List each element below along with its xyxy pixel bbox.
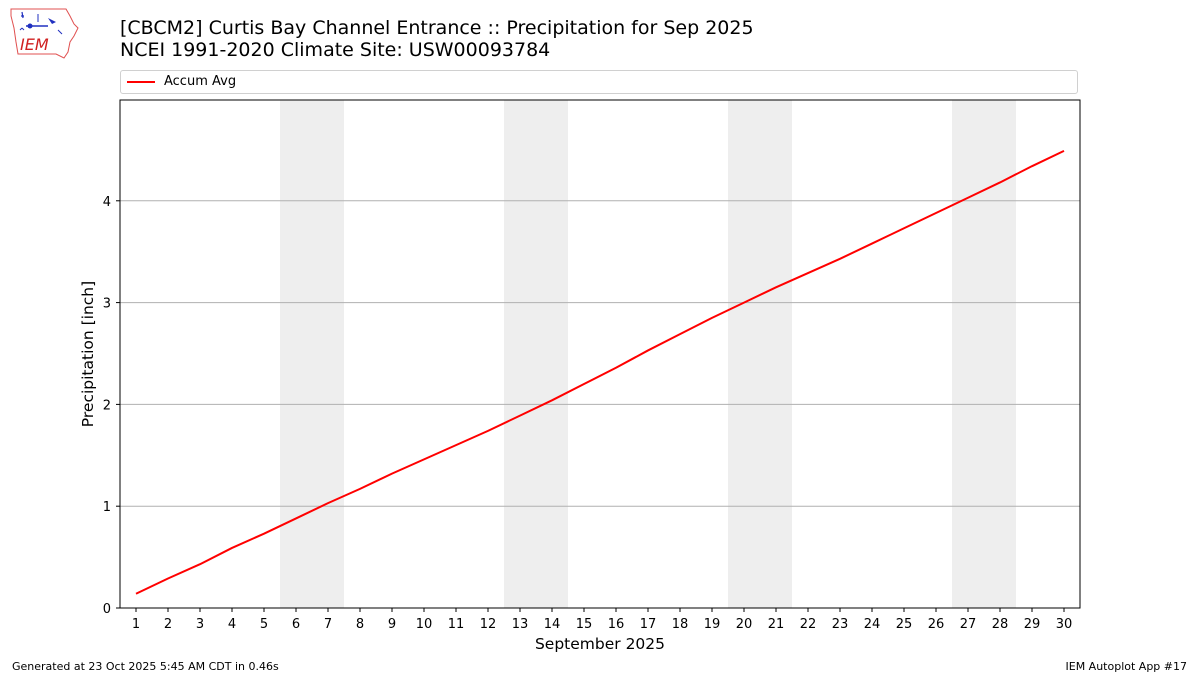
x-tick-label-5: 5 [260,617,268,632]
legend-swatch-accum-avg [127,81,155,83]
x-tick-label-21: 21 [768,617,785,632]
footer-generated: Generated at 23 Oct 2025 5:45 AM CDT in … [12,660,279,673]
x-tick-label-22: 22 [800,617,817,632]
x-tick-label-2: 2 [164,617,172,632]
x-tick-label-7: 7 [324,617,332,632]
weekend-shade-3 [728,100,792,608]
x-tick-label-11: 11 [448,617,465,632]
iem-iowa-logo-icon: IEM [10,8,79,59]
x-tick-label-6: 6 [292,617,300,632]
x-tick-label-18: 18 [672,617,689,632]
x-tick-label-17: 17 [640,617,657,632]
chart-title-block: [CBCM2] Curtis Bay Channel Entrance :: P… [120,17,754,61]
x-tick-label-15: 15 [576,617,593,632]
x-tick-label-3: 3 [196,617,204,632]
y-tick-label-3: 3 [103,297,111,312]
x-tick-label-28: 28 [992,617,1009,632]
y-tick-label-4: 4 [103,195,111,210]
y-tick-label-1: 1 [103,500,111,515]
x-tick-label-14: 14 [544,617,561,632]
legend-label-accum-avg: Accum Avg [164,74,237,89]
x-tick-label-13: 13 [512,617,529,632]
footer-app: IEM Autoplot App #17 [1065,660,1188,673]
x-tick-label-26: 26 [928,617,945,632]
x-tick-label-23: 23 [832,617,849,632]
x-tick-label-30: 30 [1056,617,1073,632]
logo-text: IEM [20,35,49,54]
chart-subtitle: NCEI 1991-2020 Climate Site: USW00093784 [120,39,551,61]
x-tick-label-9: 9 [388,617,396,632]
x-tick-label-25: 25 [896,617,913,632]
x-tick-label-8: 8 [356,617,364,632]
plot-frame [119,99,1081,609]
x-tick-label-16: 16 [608,617,625,632]
y-tick-label-2: 2 [103,398,111,413]
x-tick-label-20: 20 [736,617,753,632]
chart-title: [CBCM2] Curtis Bay Channel Entrance :: P… [120,17,754,39]
legend: Accum Avg [120,70,1078,94]
y-tick-label-0: 0 [103,602,111,617]
y-axis-label: Precipitation [inch] [79,281,97,427]
x-tick-label-29: 29 [1024,617,1041,632]
x-tick-label-12: 12 [480,617,497,632]
series-line-accum-avg [135,149,1065,595]
weekend-shade-1 [280,100,344,608]
x-tick-label-27: 27 [960,617,977,632]
weekend-shade-4 [952,100,1016,608]
x-tick-label-24: 24 [864,617,881,632]
x-tick-label-10: 10 [416,617,433,632]
x-tick-label-1: 1 [132,617,140,632]
x-tick-label-4: 4 [228,617,236,632]
weekend-shade-2 [504,100,568,608]
x-tick-label-19: 19 [704,617,721,632]
x-axis-label: September 2025 [535,635,665,653]
